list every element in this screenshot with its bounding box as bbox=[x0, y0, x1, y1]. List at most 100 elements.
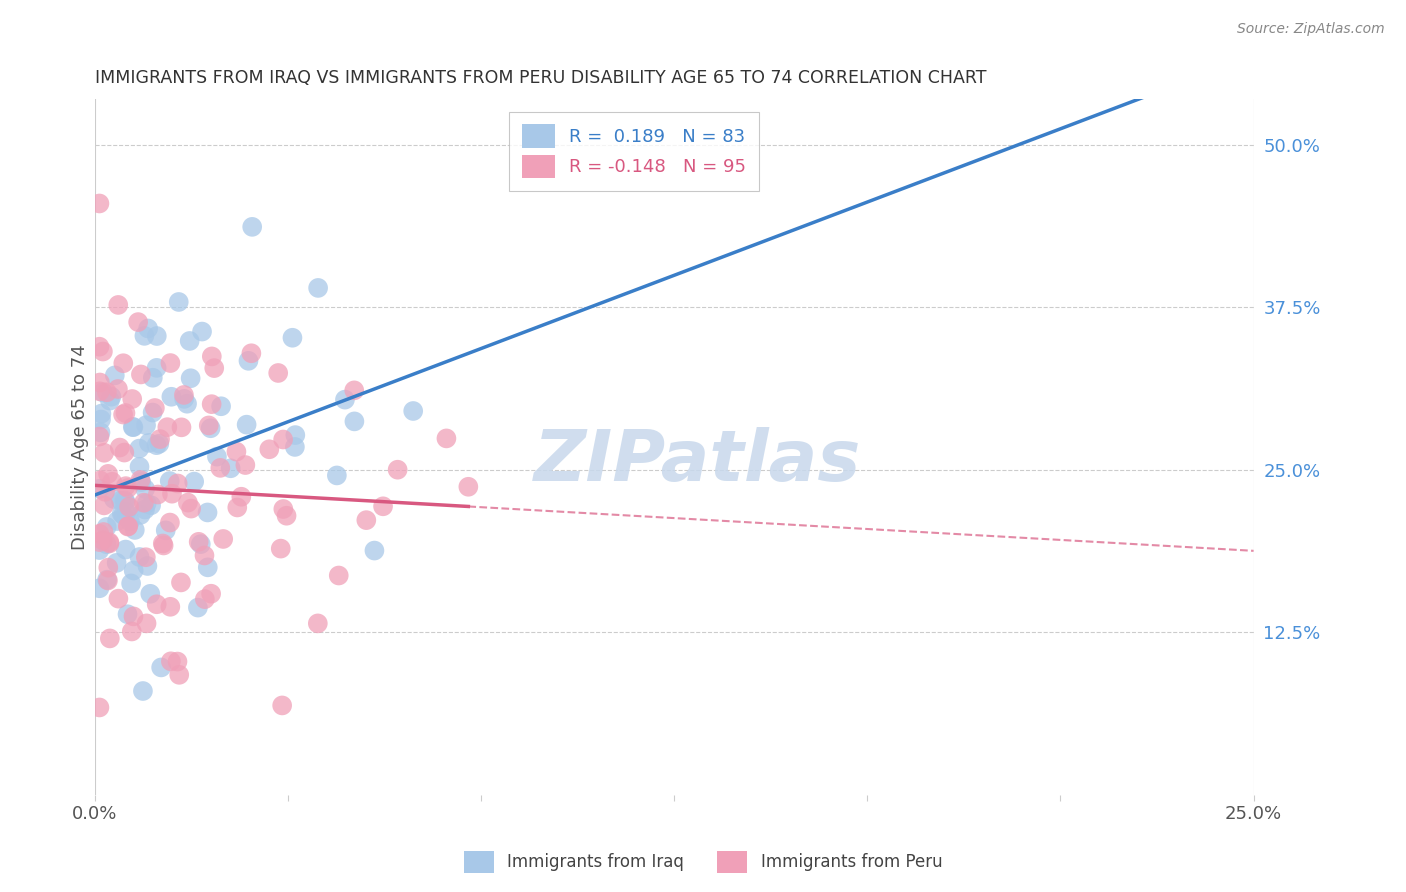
Point bbox=[139, 587, 162, 601]
Point bbox=[100, 390, 122, 404]
Point bbox=[117, 519, 139, 533]
Y-axis label: Disability Age 65 to 74: Disability Age 65 to 74 bbox=[72, 344, 89, 550]
Point bbox=[97, 467, 120, 481]
Point bbox=[170, 575, 193, 590]
Point bbox=[402, 404, 425, 418]
Point bbox=[91, 533, 114, 548]
Point bbox=[96, 385, 118, 400]
Point bbox=[89, 425, 111, 440]
Point bbox=[240, 219, 263, 234]
Point bbox=[105, 556, 128, 570]
Point bbox=[115, 505, 138, 519]
Point bbox=[356, 513, 378, 527]
Point bbox=[89, 482, 111, 496]
Point bbox=[89, 700, 111, 714]
Point bbox=[259, 442, 281, 457]
Point bbox=[91, 385, 114, 400]
Point bbox=[139, 498, 162, 512]
Point bbox=[107, 591, 129, 606]
Point bbox=[271, 698, 294, 713]
Point bbox=[284, 428, 307, 442]
Point bbox=[166, 476, 188, 491]
Point bbox=[187, 600, 209, 615]
Point bbox=[96, 573, 118, 587]
Point bbox=[117, 481, 139, 495]
Point bbox=[94, 484, 117, 499]
Point bbox=[112, 356, 135, 370]
Point bbox=[142, 370, 165, 384]
Point bbox=[235, 458, 257, 472]
Point bbox=[128, 549, 150, 564]
Point bbox=[281, 331, 304, 345]
Point bbox=[201, 397, 224, 411]
Point bbox=[134, 502, 156, 516]
Point bbox=[156, 420, 179, 434]
Point bbox=[270, 541, 292, 556]
Point bbox=[121, 420, 143, 434]
Point bbox=[97, 574, 120, 588]
Point bbox=[93, 446, 115, 460]
Point bbox=[267, 366, 290, 380]
Point bbox=[387, 463, 409, 477]
Point bbox=[127, 315, 149, 329]
Point bbox=[343, 414, 366, 428]
Point bbox=[135, 496, 157, 510]
Point bbox=[135, 418, 157, 433]
Point bbox=[226, 500, 249, 515]
Point bbox=[89, 196, 111, 211]
Text: Source: ZipAtlas.com: Source: ZipAtlas.com bbox=[1237, 22, 1385, 37]
Point bbox=[176, 397, 198, 411]
Point bbox=[231, 490, 253, 504]
Point bbox=[89, 535, 111, 549]
Point bbox=[146, 487, 169, 501]
Point bbox=[190, 537, 212, 551]
Point bbox=[89, 543, 111, 558]
Point bbox=[166, 655, 188, 669]
Point bbox=[179, 334, 201, 348]
Point bbox=[159, 516, 181, 530]
Point bbox=[93, 499, 115, 513]
Point bbox=[129, 475, 152, 489]
Legend: R =  0.189   N = 83, R = -0.148   N = 95: R = 0.189 N = 83, R = -0.148 N = 95 bbox=[509, 112, 759, 191]
Point bbox=[307, 281, 329, 295]
Point bbox=[89, 474, 111, 488]
Point bbox=[96, 537, 118, 551]
Point bbox=[136, 321, 159, 335]
Point bbox=[159, 474, 181, 488]
Point bbox=[117, 607, 139, 622]
Point bbox=[212, 532, 235, 546]
Point bbox=[343, 384, 366, 398]
Point bbox=[89, 526, 111, 541]
Point bbox=[98, 536, 121, 550]
Point bbox=[150, 660, 173, 674]
Point bbox=[145, 597, 167, 611]
Point bbox=[103, 491, 125, 506]
Point bbox=[135, 550, 157, 565]
Point bbox=[128, 459, 150, 474]
Point bbox=[89, 376, 111, 390]
Point bbox=[114, 406, 136, 420]
Point bbox=[104, 368, 127, 383]
Point bbox=[105, 514, 128, 528]
Point bbox=[118, 515, 141, 529]
Point bbox=[110, 493, 132, 508]
Point bbox=[183, 475, 205, 489]
Point bbox=[159, 599, 181, 614]
Point bbox=[93, 524, 115, 539]
Point bbox=[200, 421, 222, 435]
Point bbox=[240, 346, 263, 360]
Point bbox=[159, 356, 181, 370]
Point bbox=[143, 401, 166, 415]
Point bbox=[91, 344, 114, 359]
Point bbox=[136, 558, 159, 573]
Point bbox=[120, 576, 142, 591]
Point bbox=[170, 420, 193, 434]
Point bbox=[134, 482, 156, 496]
Point bbox=[201, 350, 224, 364]
Point bbox=[114, 479, 136, 493]
Point bbox=[145, 438, 167, 452]
Point bbox=[89, 581, 111, 595]
Point bbox=[89, 340, 111, 354]
Point bbox=[138, 436, 160, 450]
Point bbox=[118, 500, 141, 514]
